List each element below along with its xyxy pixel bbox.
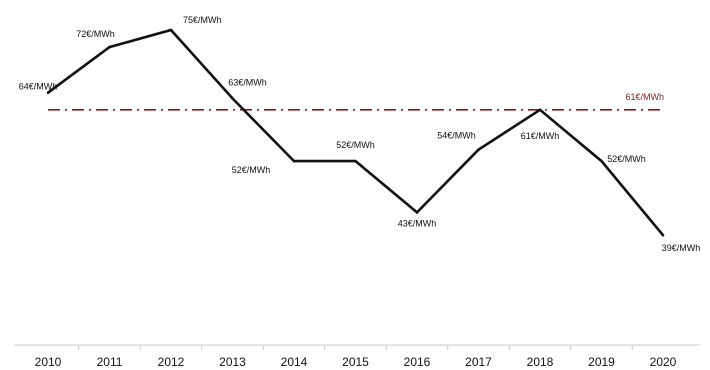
x-tick-label: 2016 — [404, 355, 431, 369]
x-tick-label: 2015 — [342, 355, 369, 369]
x-tick-label: 2012 — [158, 355, 185, 369]
data-point — [46, 91, 50, 94]
data-label: 61€/MWh — [521, 131, 560, 141]
data-label: 54€/MWh — [437, 131, 476, 141]
x-tick-label: 2020 — [650, 355, 677, 369]
data-label: 43€/MWh — [398, 218, 437, 228]
x-tick-label: 2019 — [588, 355, 615, 369]
data-point — [169, 28, 173, 32]
x-tick-label: 2013 — [219, 355, 246, 369]
data-point — [354, 159, 357, 163]
x-tick-label: 2010 — [35, 355, 62, 369]
x-tick-label: 2014 — [281, 355, 308, 369]
data-point — [415, 211, 419, 214]
data-label: 52€/MWh — [607, 154, 646, 164]
x-axis: 2010 2011 2012 2013 2014 2015 2016 2017 2018 2019… — [14, 344, 700, 369]
data-point — [661, 233, 665, 237]
reference-line-group: 61€/MWh — [48, 92, 664, 111]
x-tick-label: 2011 — [97, 355, 123, 369]
data-point — [108, 45, 111, 49]
data-label: 72€/MWh — [76, 29, 115, 39]
series-group — [46, 28, 665, 237]
data-label: 52€/MWh — [232, 165, 271, 175]
data-point — [477, 148, 480, 151]
data-label: 39€/MWh — [662, 243, 701, 253]
data-label: 75€/MWh — [183, 15, 222, 25]
data-point — [538, 108, 542, 112]
reference-line-label: 61€/MWh — [625, 92, 664, 102]
data-label: 52€/MWh — [336, 140, 375, 150]
x-tick-label: 2017 — [465, 355, 492, 369]
data-label: 63€/MWh — [228, 77, 267, 87]
data-point — [600, 159, 603, 163]
data-point — [231, 97, 234, 100]
data-label: 64€/MWh — [19, 82, 58, 92]
x-tick-label: 2018 — [527, 355, 554, 369]
series-line — [47, 28, 665, 237]
data-point — [292, 159, 296, 163]
data-labels: 64€/MWh 72€/MWh 75€/MWh 63€/MWh 52€/MWh 52€/M… — [19, 15, 701, 253]
